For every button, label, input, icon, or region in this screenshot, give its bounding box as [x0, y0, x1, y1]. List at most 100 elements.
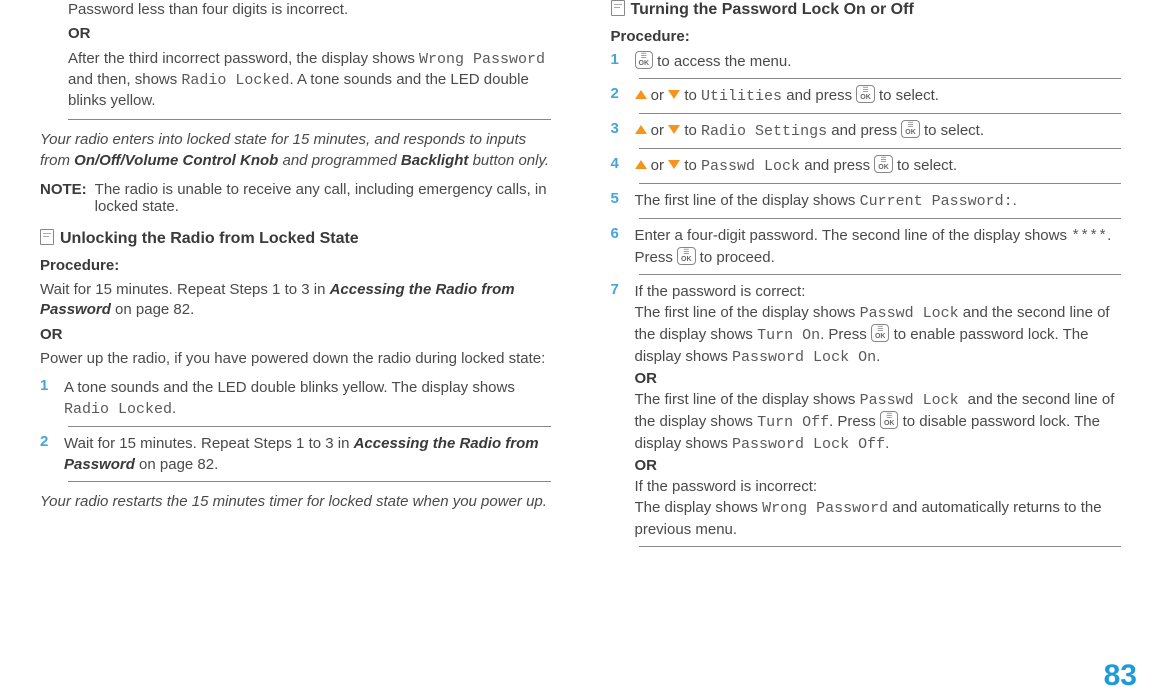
step-3: 3 or to Radio Settings and press to sele…	[611, 120, 1122, 142]
mono-text: Passwd Lock	[701, 158, 800, 175]
procedure-label: Procedure:	[611, 27, 1122, 47]
text: to select.	[893, 157, 957, 174]
mono-text: Current Password:	[860, 193, 1013, 210]
ok-button-icon	[677, 247, 696, 265]
step-7: 7 If the password is correct: The first …	[611, 281, 1122, 540]
text: Backlight	[401, 152, 469, 169]
text: If the password is correct:	[635, 283, 806, 300]
step-number: 4	[611, 155, 635, 177]
divider	[639, 148, 1122, 149]
italic-note: Your radio enters into locked state for …	[40, 130, 551, 171]
step-6: 6 Enter a four-digit password. The secon…	[611, 225, 1122, 268]
step-number: 2	[40, 433, 64, 475]
text: to access the menu.	[653, 53, 791, 70]
text: button only.	[468, 152, 549, 169]
text: .	[876, 348, 880, 365]
text: and then, shows	[68, 71, 181, 88]
document-icon	[611, 0, 625, 16]
step-body: If the password is correct: The first li…	[635, 281, 1122, 540]
text: and press	[782, 87, 856, 104]
heading-password-lock: Turning the Password Lock On or Off	[611, 0, 1122, 19]
text: .	[172, 400, 176, 417]
text: to	[680, 122, 701, 139]
text: to select.	[920, 122, 984, 139]
text: or	[647, 157, 669, 174]
text: The first line of the display shows	[635, 391, 860, 408]
mono-text: Radio Settings	[701, 123, 827, 140]
ok-button-icon	[874, 155, 893, 173]
text: .	[885, 435, 889, 452]
step-body: Enter a four-digit password. The second …	[635, 225, 1122, 268]
ok-button-icon	[880, 411, 899, 429]
heading-unlocking: Unlocking the Radio from Locked State	[40, 229, 551, 248]
text: . Press	[829, 413, 880, 430]
step-5: 5 The first line of the display shows Cu…	[611, 190, 1122, 212]
text: Wait for 15 minutes. Repeat Steps 1 to 3…	[64, 435, 354, 452]
text: Password less than four digits is incorr…	[40, 0, 551, 20]
text: After the third incorrect password, the …	[68, 50, 419, 67]
italic-note: Your radio restarts the 15 minutes timer…	[40, 492, 551, 512]
text-or: OR	[40, 325, 551, 345]
step-1: 1 A tone sounds and the LED double blink…	[40, 377, 551, 420]
step-body: The first line of the display shows Curr…	[635, 190, 1122, 212]
up-arrow-icon	[635, 160, 647, 169]
text: If the password is incorrect:	[635, 478, 818, 495]
step-body: Wait for 15 minutes. Repeat Steps 1 to 3…	[64, 433, 551, 475]
up-arrow-icon	[635, 90, 647, 99]
text: On/Off/Volume Control Knob	[74, 152, 278, 169]
text-or: OR	[635, 457, 658, 474]
step-body: or to Utilities and press to select.	[635, 85, 1122, 107]
up-arrow-icon	[635, 125, 647, 134]
text: The first line of the display shows	[635, 304, 860, 321]
text: The first line of the display shows	[635, 192, 860, 209]
step-number: 6	[611, 225, 635, 268]
text: . Press	[820, 326, 871, 343]
ok-button-icon	[856, 85, 875, 103]
note-text: The radio is unable to receive any call,…	[95, 181, 551, 215]
divider	[639, 183, 1122, 184]
step-1: 1 to access the menu.	[611, 51, 1122, 72]
text-or: OR	[635, 370, 658, 387]
down-arrow-icon	[668, 90, 680, 99]
page-number: 83	[1104, 659, 1137, 693]
divider	[639, 78, 1122, 79]
mono-text: Wrong Password	[762, 500, 888, 517]
text: to select.	[875, 87, 939, 104]
mono-text: Radio Locked	[181, 72, 289, 89]
text: Power up the radio, if you have powered …	[40, 349, 551, 369]
divider	[68, 481, 551, 482]
text: or	[647, 122, 669, 139]
mono-text: Radio Locked	[64, 401, 172, 418]
heading-text: Unlocking the Radio from Locked State	[60, 230, 359, 247]
document-icon	[40, 229, 54, 245]
step-number: 2	[611, 85, 635, 107]
divider	[639, 546, 1122, 547]
text: Wait for 15 minutes. Repeat Steps 1 to 3…	[40, 280, 551, 321]
text: .	[1013, 192, 1017, 209]
note-block: NOTE: The radio is unable to receive any…	[40, 181, 551, 215]
text-or: OR	[40, 24, 551, 44]
divider	[639, 218, 1122, 219]
text: and programmed	[278, 152, 401, 169]
mono-text: Wrong Password	[419, 51, 545, 68]
step-number: 7	[611, 281, 635, 540]
step-4: 4 or to Passwd Lock and press to select.	[611, 155, 1122, 177]
text: to	[680, 87, 701, 104]
step-2: 2 or to Utilities and press to select.	[611, 85, 1122, 107]
divider	[639, 274, 1122, 275]
down-arrow-icon	[668, 125, 680, 134]
text: Enter a four-digit password. The second …	[635, 227, 1072, 244]
ok-button-icon	[901, 120, 920, 138]
step-2: 2 Wait for 15 minutes. Repeat Steps 1 to…	[40, 433, 551, 475]
procedure-label: Procedure:	[40, 256, 551, 276]
divider	[68, 426, 551, 427]
mono-text: Utilities	[701, 88, 782, 105]
mono-text: Turn Off	[757, 414, 829, 431]
text: A tone sounds and the LED double blinks …	[64, 379, 515, 396]
mono-text: Turn On	[757, 327, 820, 344]
mono-text: Password Lock Off	[732, 436, 885, 453]
step-number: 1	[611, 51, 635, 72]
text: to	[680, 157, 701, 174]
step-body: to access the menu.	[635, 51, 1122, 72]
down-arrow-icon	[668, 160, 680, 169]
